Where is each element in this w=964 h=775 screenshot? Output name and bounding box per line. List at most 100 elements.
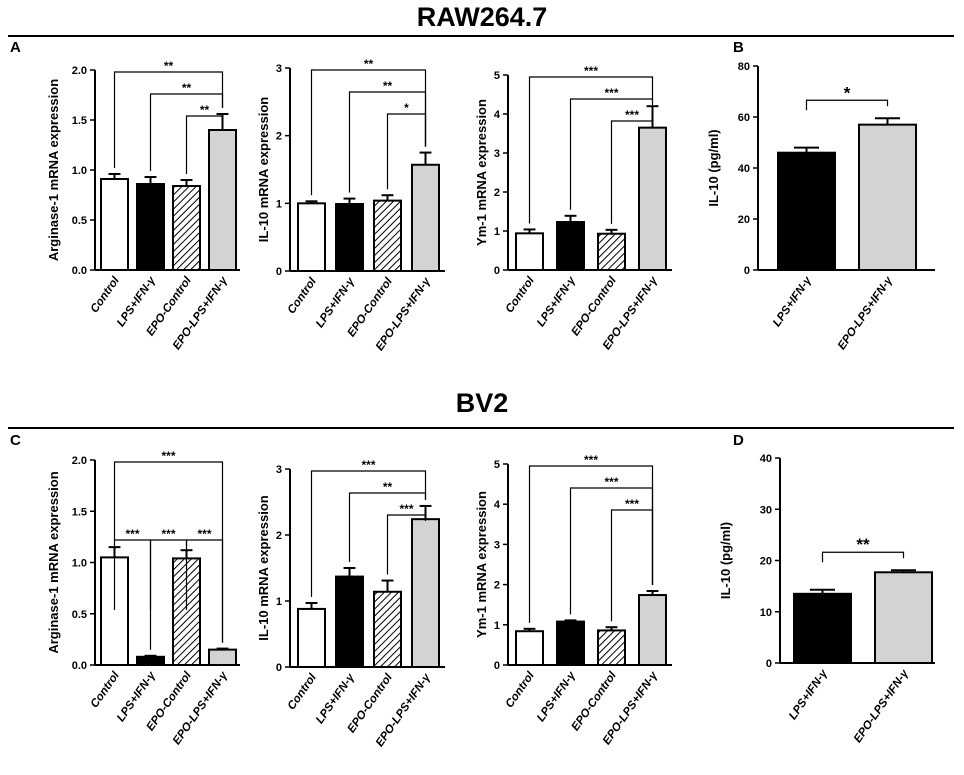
category-label: LPS+IFN-γ [314,671,357,726]
bar-Control [297,607,326,668]
y-tick-label: 40 [738,163,750,175]
y-axis-label: IL-10 (pg/ml) [718,522,733,599]
significance-bracket [821,551,905,563]
category-label: LPS+IFN-γ [535,274,578,329]
bar-Control [515,232,544,271]
y-tick-label: 0 [766,658,772,670]
y-tick-label: 2.0 [72,455,87,467]
bar-LPS+IFN-γ [136,655,165,666]
panel-letter-B: B [733,39,744,56]
y-axis-label: Ym-1 mRNA expression [474,99,489,246]
y-axis-label: IL-10 mRNA expression [256,97,271,243]
bar-EPO-LPS+IFN-γ [638,594,667,666]
significance-bracket [113,461,224,643]
category-label: EPO-LPS+IFN-γ [852,667,911,745]
category-label: Control [89,274,123,315]
significance-bracket [569,98,654,210]
significance-bracket [610,120,654,224]
bar-LPS+IFN-γ [335,575,364,669]
y-tick-label: 3 [494,148,500,160]
significance-bracket [386,514,427,575]
bar-EPO-LPS+IFN-γ [411,163,440,272]
y-axis-label: Ym-1 mRNA expression [474,491,489,638]
bar-LPS+IFN-γ [556,221,585,271]
category-label: Control [89,669,123,710]
y-tick-label: 4 [494,109,501,121]
y-tick-label: 0.5 [72,215,87,227]
y-tick-label: 1.5 [72,506,87,518]
bar-Control [297,202,326,272]
significance-bracket [528,76,654,224]
bar-EPO-Control [597,232,626,271]
y-tick-label: 3 [494,539,500,551]
y-tick-label: 1.0 [72,558,87,570]
y-tick-label: 0 [276,662,282,674]
significance-bracket [310,470,427,597]
bar-EPO-LPS+IFN-γ [638,126,667,272]
significance-bracket [386,113,427,190]
bar-LPS+IFN-γ [777,151,836,271]
y-tick-label: 40 [760,453,772,465]
significance-label: *** [399,502,413,516]
category-label: Control [286,275,320,316]
y-tick-label: 0 [494,660,500,672]
y-tick-label: 0 [494,265,500,277]
category-label: EPO-LPS+IFN-γ [836,274,895,352]
significance-bracket [149,93,224,171]
y-tick-label: 0.5 [72,609,87,621]
significance-label: *** [361,458,375,472]
significance-bracket [113,71,224,168]
significance-label: *** [584,453,598,467]
y-tick-label: 1 [494,226,500,238]
y-tick-label: 20 [738,214,750,226]
bar-EPO-LPS+IFN-γ [411,518,440,668]
y-tick-label: 1.0 [72,165,87,177]
category-label: Control [286,671,320,712]
bar-EPO-Control [373,590,402,669]
y-tick-label: 0.0 [72,660,87,672]
significance-label: ** [164,59,174,73]
y-tick-label: 5 [494,459,500,471]
significance-label: *** [197,527,211,541]
significance-bracket [610,509,654,622]
significance-label: *** [161,527,175,541]
section-title-bv2: BV2 [456,388,509,418]
panel-letter-C: C [10,432,21,449]
significance-bracket [805,99,889,111]
significance-label: * [844,83,851,102]
category-label: Control [504,274,538,315]
bar-EPO-Control [373,199,402,272]
bar-LPS+IFN-γ [335,203,364,272]
y-axis-label: Arginase-1 mRNA expression [46,79,61,261]
y-tick-label: 2 [494,187,500,199]
significance-label: *** [604,475,618,489]
y-axis-label: IL-10 (pg/ml) [706,129,721,206]
y-axis-label: Arginase-1 mRNA expression [46,471,61,653]
chart-C3: 0 1 2 3 4 5 Ym-1 mRNA expression ControlLPS+IFN… [474,453,672,747]
significance-label: *** [584,64,598,78]
chart-A1: A 0.0 0.5 1.0 1.5 2.0 Arginase-1 mRNA expressi… [10,39,240,352]
y-axis-label: IL-10 mRNA expression [256,495,271,641]
bar-Control [515,630,544,666]
significance-bracket [348,492,427,562]
significance-label: *** [604,86,618,100]
y-tick-label: 80 [738,61,750,73]
y-tick-label: 2 [276,131,282,143]
y-tick-label: 3 [276,63,282,75]
y-tick-label: 2.0 [72,65,87,77]
bar-EPO-LPS+IFN-γ [858,123,917,272]
category-label: Control [504,669,538,710]
y-tick-label: 30 [760,504,772,516]
y-tick-label: 4 [494,499,501,511]
y-tick-label: 5 [494,70,500,82]
section-title-raw: RAW264.7 [417,2,548,32]
significance-label: ** [856,535,870,554]
y-tick-label: 1 [276,596,282,608]
significance-label: ** [364,57,374,71]
significance-label: *** [625,108,639,122]
category-label: LPS+IFN-γ [787,667,830,722]
significance-bracket [185,539,224,643]
y-tick-label: 2 [276,530,282,542]
bar-EPO-LPS+IFN-γ [208,648,237,666]
significance-label: ** [383,79,393,93]
